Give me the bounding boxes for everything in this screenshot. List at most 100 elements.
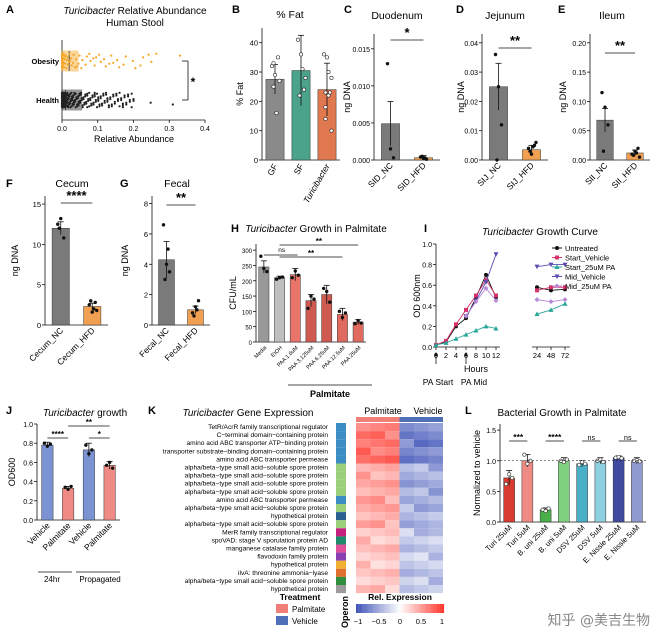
heat-cell-K-14-4: [414, 536, 429, 545]
scale-cell-K: [415, 604, 418, 613]
y-tick-label-G: 6: [144, 230, 148, 239]
point-A-1: [102, 94, 105, 97]
y-tick-label-E: 0.20: [572, 41, 586, 48]
heat-cell-K-7-2: [385, 479, 400, 488]
point-G-1-4: [195, 308, 199, 312]
scale-cell-K: [441, 604, 445, 613]
column-group-K-1: Vehicle: [413, 406, 442, 416]
operon-cell-K-7: [336, 479, 346, 488]
treatment-bar-K-3: [399, 417, 414, 422]
scale-cell-K: [419, 604, 423, 613]
heat-cell-K-0-4: [414, 423, 429, 432]
series-point-I-2-8: [548, 307, 554, 312]
point-J-0-0: [42, 441, 47, 445]
point-B-2-1: [324, 55, 329, 60]
scale-tick-K-3: 0.5: [416, 617, 426, 626]
panel-title-K: Turicibacter Gene Expression: [183, 408, 314, 419]
point-A-0: [64, 55, 67, 58]
legend-label-I-4: Mid_25uM PA: [565, 282, 612, 291]
point-L-4-2: [583, 461, 588, 466]
series-point-I-3-6: [493, 252, 499, 257]
heat-cell-K-18-3: [399, 568, 414, 577]
heat-cell-K-10-0: [356, 504, 371, 513]
heat-cell-K-12-5: [428, 520, 443, 529]
series-point-I-1-6: [494, 293, 498, 298]
point-A-0: [124, 55, 127, 58]
y-tick-label-F: 0: [37, 321, 41, 330]
heat-cell-K-9-0: [356, 495, 371, 504]
heat-cell-K-1-0: [356, 431, 371, 440]
y-label-J: OD600: [7, 458, 17, 487]
point-A-1: [123, 94, 126, 97]
heat-cell-K-3-3: [399, 447, 414, 456]
heat-cell-K-15-0: [356, 544, 371, 553]
sig-label-F: ****: [66, 188, 87, 203]
point-A-1: [95, 106, 99, 109]
heat-cell-K-17-1: [370, 560, 385, 569]
heat-cell-K-9-3: [399, 495, 414, 504]
point-A-1: [115, 94, 118, 97]
scale-cell-K: [433, 604, 436, 613]
point-A-0: [74, 58, 78, 61]
y-tick-label-J: 0.4: [23, 480, 33, 487]
operon-cell-K-5: [336, 463, 346, 472]
heat-cell-K-6-3: [399, 471, 414, 480]
heat-cell-K-12-2: [385, 520, 400, 529]
point-L-2-1: [543, 508, 548, 513]
gene-label-K-15: manganese catalase family protein: [226, 546, 328, 553]
point-A-1: [100, 102, 104, 105]
treatment-bar-K-2: [385, 417, 400, 422]
point-H-5-0: [337, 309, 342, 314]
scale-cell-K: [411, 604, 414, 613]
point-A-1: [149, 101, 152, 104]
point-A-1: [126, 93, 130, 96]
legend-label-I-2: Start_25uM PA: [565, 263, 615, 272]
panel-title-C: Duodenum: [371, 10, 423, 22]
point-A-0: [65, 59, 68, 62]
legend-marker-I-1: [555, 255, 559, 260]
sig-label-G: **: [176, 190, 187, 205]
x-tick-label-I: 4: [454, 351, 458, 360]
heat-cell-K-18-5: [428, 568, 443, 577]
point-H-4-1: [325, 289, 329, 294]
gene-label-K-12: alpha/beta−type small acid−soluble spore…: [185, 521, 329, 528]
heat-cell-K-20-1: [370, 585, 385, 594]
operon-label-K: Operon: [340, 596, 350, 628]
heat-cell-K-16-3: [399, 552, 414, 561]
heat-cell-K-3-4: [414, 447, 429, 456]
point-B-1-5: [303, 75, 308, 80]
point-A-1: [121, 102, 124, 105]
point-A-0: [78, 54, 81, 57]
treatment-bar-K-0: [356, 417, 371, 422]
gene-label-K-0: TetR/AcrR family transcriptional regulat…: [208, 424, 329, 431]
heat-cell-K-0-2: [385, 423, 400, 432]
point-B-2-8: [329, 75, 334, 80]
y-tick-label-J: 0.0: [23, 518, 33, 525]
point-H-6-2: [359, 321, 363, 325]
point-A-1: [116, 99, 120, 102]
point-F-1-2: [93, 300, 97, 305]
y-tick-label-G: 0: [144, 321, 148, 330]
point-A-1: [86, 106, 89, 109]
point-J-1-2: [69, 484, 73, 489]
panel-title-B: % Fat: [276, 9, 304, 21]
point-A-1: [103, 101, 106, 104]
point-A-1: [74, 106, 77, 109]
point-C-0-1: [388, 147, 393, 151]
sig-label-L-3: ns: [624, 435, 632, 442]
y-tick-label-C: 0.010: [352, 84, 370, 91]
point-A-1: [73, 91, 76, 94]
point-A-1: [79, 93, 83, 96]
series-point-I-2-9: [562, 301, 568, 306]
scale-cell-K: [393, 604, 396, 613]
heat-cell-K-13-4: [414, 528, 429, 537]
y-label-D: ng DNA: [456, 81, 466, 113]
panel-title-L: Bacterial Growth in Palmitate: [498, 408, 627, 419]
point-A-0: [70, 57, 73, 60]
heat-cell-K-16-1: [370, 552, 385, 561]
panel-title-H-italic: Turicibacter: [245, 224, 297, 235]
heat-cell-K-19-0: [356, 576, 371, 585]
point-E-0-3: [601, 149, 606, 153]
panel-title-A-italic: Turicibacter: [63, 6, 115, 17]
scale-cell-K: [404, 604, 407, 613]
